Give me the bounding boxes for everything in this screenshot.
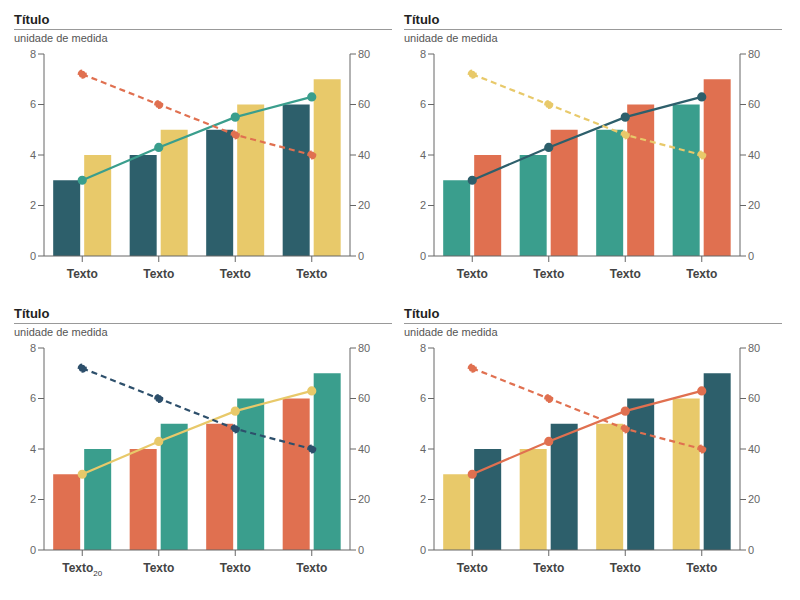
svg-text:80: 80 [748, 342, 760, 354]
svg-text:2: 2 [420, 493, 426, 505]
svg-text:0: 0 [748, 250, 754, 262]
svg-text:Texto: Texto [686, 561, 717, 575]
svg-text:6: 6 [30, 392, 36, 404]
svg-text:Texto: Texto [220, 561, 251, 575]
svg-text:2: 2 [30, 493, 36, 505]
svg-text:0: 0 [358, 544, 364, 556]
svg-text:40: 40 [358, 149, 370, 161]
svg-text:Texto: Texto [296, 561, 327, 575]
svg-text:20: 20 [358, 493, 370, 505]
svg-text:Texto20: Texto20 [62, 561, 103, 578]
svg-text:Texto: Texto [67, 267, 98, 281]
svg-text:2: 2 [420, 199, 426, 211]
svg-text:0: 0 [358, 250, 364, 262]
svg-text:8: 8 [420, 342, 426, 354]
svg-text:8: 8 [30, 48, 36, 60]
svg-text:Texto: Texto [610, 267, 641, 281]
svg-text:Texto: Texto [143, 561, 174, 575]
svg-text:6: 6 [420, 392, 426, 404]
svg-text:Texto: Texto [296, 267, 327, 281]
svg-text:4: 4 [420, 443, 426, 455]
svg-text:Texto: Texto [143, 267, 174, 281]
html-text:unidade de medida: unidade de medida [14, 326, 108, 338]
svg-text:Texto: Texto [686, 267, 717, 281]
svg-text:4: 4 [30, 149, 36, 161]
html-text:unidade de medida: unidade de medida [404, 326, 498, 338]
svg-text:60: 60 [748, 98, 760, 110]
svg-text:6: 6 [420, 98, 426, 110]
svg-text:8: 8 [420, 48, 426, 60]
svg-text:4: 4 [420, 149, 426, 161]
svg-text:Texto: Texto [533, 561, 564, 575]
svg-text:0: 0 [748, 544, 754, 556]
svg-text:4: 4 [30, 443, 36, 455]
svg-text:0: 0 [420, 544, 426, 556]
svg-text:2: 2 [30, 199, 36, 211]
svg-text:Texto: Texto [457, 267, 488, 281]
svg-text:Texto: Texto [610, 561, 641, 575]
html-text:Título: Título [404, 12, 440, 27]
html-text:unidade de medida: unidade de medida [14, 32, 108, 44]
svg-text:40: 40 [748, 443, 760, 455]
svg-text:8: 8 [30, 342, 36, 354]
svg-text:20: 20 [748, 493, 760, 505]
svg-text:80: 80 [358, 342, 370, 354]
svg-text:60: 60 [748, 392, 760, 404]
svg-text:40: 40 [748, 149, 760, 161]
svg-text:0: 0 [420, 250, 426, 262]
html-text:Título: Título [14, 12, 50, 27]
svg-text:80: 80 [748, 48, 760, 60]
svg-text:0: 0 [30, 544, 36, 556]
html-text:unidade de medida: unidade de medida [404, 32, 498, 44]
svg-text:20: 20 [358, 199, 370, 211]
html-text:Título: Título [404, 306, 440, 321]
html-text:Título: Título [14, 306, 50, 321]
svg-text:6: 6 [30, 98, 36, 110]
svg-text:80: 80 [358, 48, 370, 60]
svg-text:Texto: Texto [457, 561, 488, 575]
svg-text:20: 20 [748, 199, 760, 211]
svg-text:60: 60 [358, 392, 370, 404]
svg-text:60: 60 [358, 98, 370, 110]
svg-text:Texto: Texto [533, 267, 564, 281]
svg-text:40: 40 [358, 443, 370, 455]
svg-text:0: 0 [30, 250, 36, 262]
svg-text:Texto: Texto [220, 267, 251, 281]
